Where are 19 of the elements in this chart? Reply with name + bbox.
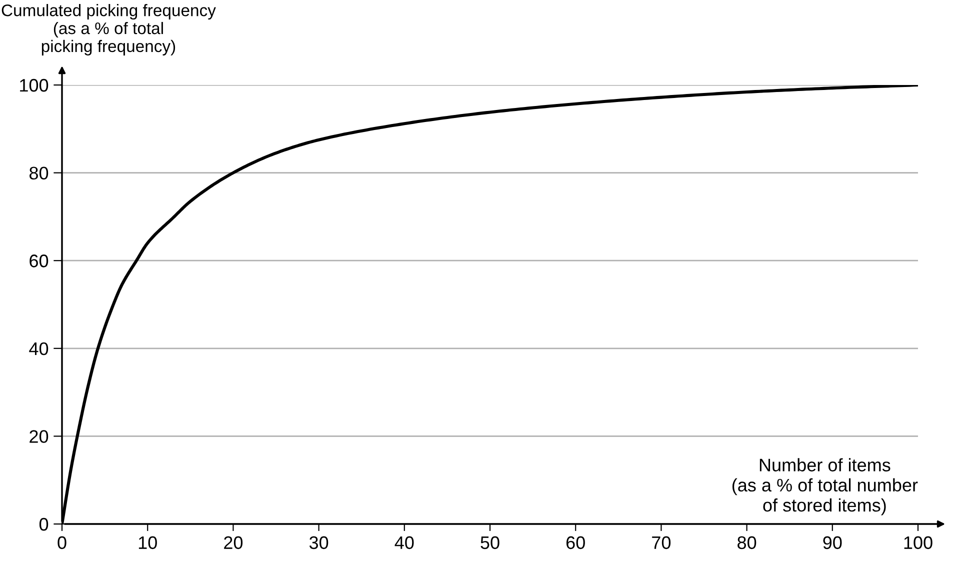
x-tick-label: 70 <box>652 536 671 550</box>
x-tick-label: 80 <box>738 536 756 550</box>
x-tick-label: 90 <box>823 536 842 550</box>
x-tick-label: 100 <box>904 536 932 550</box>
x-tick-label: 0 <box>58 536 66 550</box>
y-tick-label: 100 <box>20 78 48 92</box>
x-tick-label: 60 <box>566 536 585 550</box>
x-axis-title: Number of items (as a % of total number of stored items) <box>732 458 918 516</box>
y-tick-label: 60 <box>30 254 48 268</box>
x-tick-label: 40 <box>394 536 414 550</box>
y-tick-label: 0 <box>39 518 48 531</box>
x-tick-label: 30 <box>309 536 328 550</box>
y-tick-label: 80 <box>30 166 48 180</box>
x-tick-label: 20 <box>224 536 243 550</box>
x-tick-label: 10 <box>138 536 157 550</box>
y-axis-title: Cumulated picking frequency (as a % of total picking frequency) <box>2 4 216 56</box>
y-tick-label: 40 <box>29 342 48 356</box>
x-tick-label: 50 <box>480 536 500 550</box>
y-tick-label: 20 <box>30 430 48 443</box>
